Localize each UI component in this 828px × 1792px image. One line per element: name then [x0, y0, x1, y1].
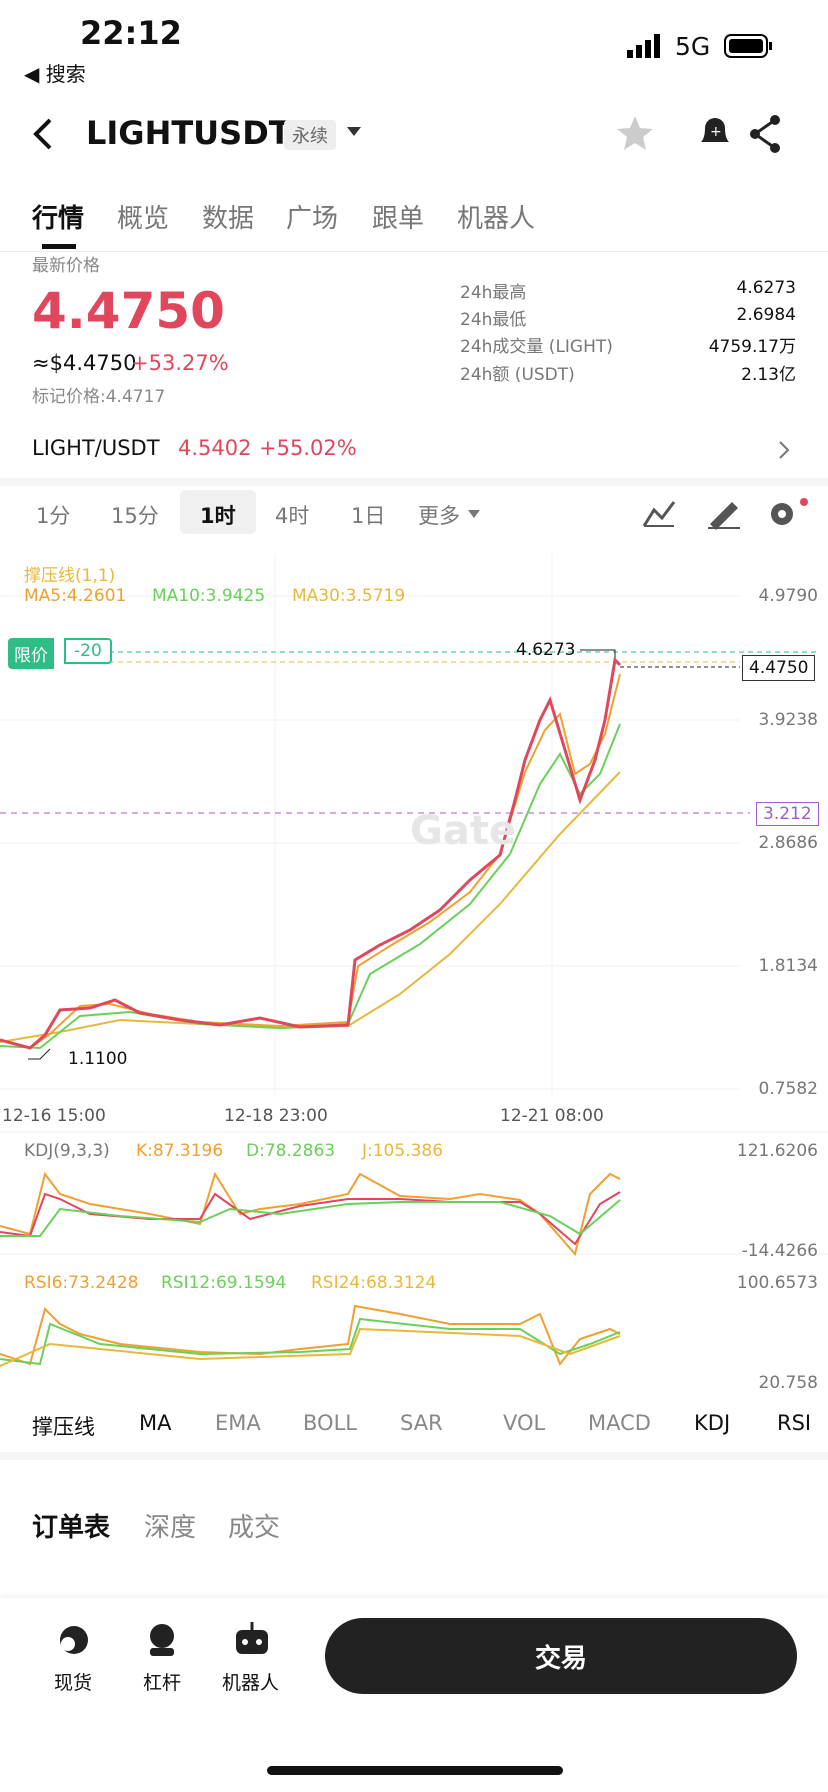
last-price: 4.4750	[32, 282, 225, 340]
watermark: Gate	[410, 808, 516, 854]
stat-value: 4.6273	[736, 278, 796, 298]
nav-label[interactable]: 机器人	[222, 1672, 280, 1694]
tab[interactable]: 数据	[202, 204, 255, 234]
tab-underline	[42, 244, 76, 249]
divider	[0, 478, 828, 486]
limit-tag[interactable]: 限价	[8, 638, 54, 669]
svg-text:+: +	[710, 124, 722, 140]
interval[interactable]: 更多	[418, 504, 460, 528]
dropdown[interactable]	[345, 125, 363, 139]
home-indicator	[267, 1766, 563, 1775]
stat-value: 2.6984	[736, 305, 796, 325]
indicator-tab[interactable]: MACD	[588, 1411, 651, 1435]
chart-canvas: Gate	[0, 554, 828, 1367]
y-label: 2.8686	[758, 833, 818, 853]
stat-value: 4759.17万	[708, 337, 796, 357]
y-label: 3.9238	[758, 710, 818, 730]
ma5: MA5:4.2601	[24, 586, 127, 606]
stat-value: 2.13亿	[741, 365, 796, 385]
interval[interactable]: 1日	[351, 504, 386, 528]
date-label: 12-18 23:00	[224, 1106, 328, 1126]
order-tab[interactable]: 成交	[228, 1513, 281, 1543]
back-button[interactable]	[28, 116, 58, 152]
indicator-tab[interactable]: SAR	[400, 1411, 443, 1435]
indicator-tab[interactable]: EMA	[215, 1411, 261, 1435]
ma10: MA10:3.9425	[152, 586, 266, 606]
level-box: 3.212	[756, 802, 819, 826]
network: 5G	[675, 32, 711, 61]
nav-label[interactable]: 现货	[54, 1672, 93, 1694]
badge: 永续	[284, 120, 336, 150]
date-label: 12-16 15:00	[2, 1106, 106, 1126]
nav-icons[interactable]	[54, 1620, 284, 1660]
current-price-box: 4.4750	[742, 655, 816, 681]
date-label: 12-21 08:00	[500, 1106, 604, 1126]
interval[interactable]: 1分	[36, 504, 71, 528]
tab-active[interactable]: 行情	[32, 204, 85, 234]
high-label: 4.6273	[516, 640, 576, 660]
divider	[0, 251, 828, 252]
stat-label: 24h最低	[460, 310, 527, 330]
dropdown[interactable]	[466, 508, 482, 520]
rsi24: RSI24:68.3124	[311, 1273, 437, 1293]
stat-label: 24h最高	[460, 283, 527, 303]
rsi6: RSI6:73.2428	[24, 1273, 139, 1293]
limit-value[interactable]: -20	[64, 638, 112, 664]
interval-highlight	[180, 490, 256, 534]
tab[interactable]: 广场	[286, 204, 339, 234]
indicator-tab[interactable]: MA	[139, 1411, 172, 1435]
kdj-d: D:78.2863	[246, 1141, 336, 1161]
interval-active[interactable]: 1时	[200, 504, 236, 528]
kdj-k: K:87.3196	[136, 1141, 224, 1161]
low-label: 1.1100	[68, 1049, 128, 1069]
stat-label: 24h成交量 (LIGHT)	[460, 337, 613, 357]
tab[interactable]: 跟单	[372, 204, 425, 234]
kdj-max: 121.6206	[736, 1141, 818, 1161]
y-label: 1.8134	[758, 956, 818, 976]
nav-label[interactable]: 杠杆	[143, 1672, 182, 1694]
chart-tools[interactable]	[640, 496, 810, 530]
order-tab-active[interactable]: 订单表	[32, 1513, 111, 1543]
tab[interactable]: 机器人	[457, 204, 536, 234]
kdj-title: KDJ(9,3,3)	[24, 1141, 110, 1161]
rsi12: RSI12:69.1594	[161, 1273, 287, 1293]
mark-price: 标记价格:4.4717	[32, 387, 166, 407]
indicator-tab[interactable]: 撑压线	[32, 1415, 95, 1439]
back-link[interactable]: ◀ 搜索	[24, 62, 86, 86]
indicator-label: 撑压线(1,1)	[24, 566, 116, 586]
spot-change: +55.02%	[259, 436, 357, 460]
rsi-min: 20.758	[758, 1373, 818, 1393]
header-icons[interactable]: +	[615, 112, 785, 156]
rsi-max: 100.6573	[736, 1273, 818, 1293]
interval[interactable]: 15分	[111, 504, 159, 528]
stat-label: 24h额 (USDT)	[460, 365, 575, 385]
indicator-tab[interactable]: BOLL	[303, 1411, 357, 1435]
time: 22:12	[80, 14, 182, 52]
status-icons	[627, 34, 772, 58]
trade-button[interactable]: 交易	[325, 1618, 797, 1694]
symbol: LIGHTUSDT	[86, 114, 291, 152]
indicator-tab[interactable]: VOL	[503, 1411, 546, 1435]
kdj-min: -14.4266	[741, 1241, 818, 1261]
y-label: 0.7582	[758, 1079, 818, 1099]
interval[interactable]: 4时	[275, 504, 310, 528]
indicator-tab[interactable]: KDJ	[694, 1411, 731, 1435]
tab[interactable]: 概览	[117, 204, 170, 234]
price-label: 最新价格	[32, 256, 100, 276]
kdj-j: J:105.386	[362, 1141, 444, 1161]
order-tab[interactable]: 深度	[144, 1513, 197, 1543]
y-label: 4.9790	[758, 586, 818, 606]
divider	[0, 1452, 828, 1460]
indicator-tab[interactable]: RSI	[777, 1411, 812, 1435]
change: +53.27%	[131, 351, 229, 375]
spot-price: 4.5402	[178, 436, 252, 460]
usd-price: ≈$4.4750	[32, 351, 137, 375]
chevron[interactable]	[776, 438, 792, 462]
spot-pair[interactable]: LIGHT/USDT	[32, 436, 160, 460]
ma30: MA30:3.5719	[292, 586, 406, 606]
